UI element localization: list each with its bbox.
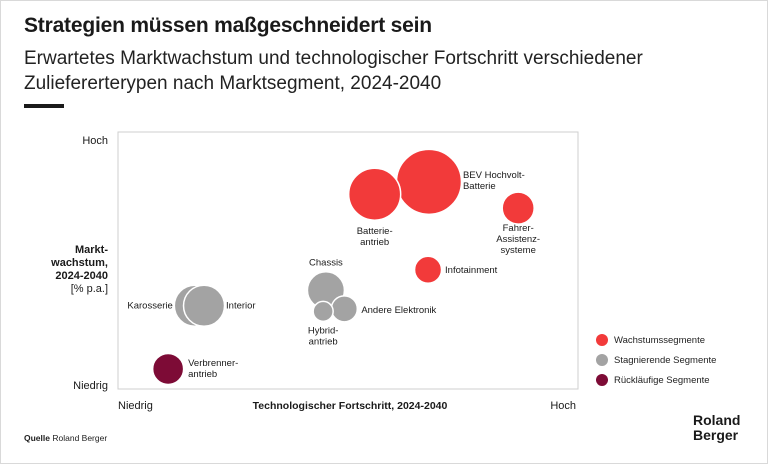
logo-line-1: Roland — [693, 412, 741, 428]
y-axis-label-line-2: wachstum, — [51, 257, 108, 269]
chart-title: Strategien müssen maßgeschneidert sein — [24, 14, 432, 37]
bubble-label-interior-1: Interior — [226, 301, 256, 312]
bubble-label-fahrer-assistenzsysteme-2: Assistenz- — [496, 234, 540, 245]
x-axis-label: Technologischer Fortschritt, 2024-2040 — [253, 400, 448, 412]
legend-swatch-stagnant — [596, 354, 608, 366]
x-tick-high: Hoch — [550, 400, 576, 412]
bubble-label-andere-elektronik-1: Andere Elektronik — [361, 305, 436, 316]
source-note: Quelle Roland Berger — [24, 433, 107, 443]
bubble-batterieantrieb — [347, 167, 402, 221]
bubble-label-infotainment-1: Infotainment — [445, 265, 498, 276]
bubble-label-verbrennerantrieb-2: antrieb — [188, 369, 217, 380]
legend-item-growth: Wachstumssegmente — [596, 330, 716, 350]
bubble-label-verbrennerantrieb-1: Verbrenner- — [188, 358, 238, 369]
bubble-infotainment — [413, 255, 443, 285]
bubble-label-batterieantrieb-1: Batterie- — [357, 226, 393, 237]
bubble-label-bev-hochvolt-batterie-2: Batterie — [463, 181, 496, 192]
y-axis-label: Markt- wachstum, 2024-2040 [% p.a.] — [10, 244, 108, 296]
roland-berger-logo: Roland Berger — [693, 413, 740, 443]
source-label: Quelle — [24, 433, 50, 443]
bubble-label-hybridantrieb-2: antrieb — [309, 336, 338, 347]
title-accent-rule — [24, 104, 64, 108]
y-axis-label-line-1: Markt- — [74, 244, 108, 256]
y-tick-high: Hoch — [82, 135, 108, 147]
bubble-interior — [182, 284, 226, 327]
bubble-hybridantrieb — [312, 300, 334, 323]
legend-item-declining: Rückläufige Segmente — [596, 370, 716, 390]
chart-subtitle: Erwartetes Marktwachstum und technologis… — [24, 48, 643, 94]
legend-item-stagnant: Stagnierende Segmente — [596, 350, 716, 370]
bubble-label-chassis-1: Chassis — [309, 257, 343, 268]
bubble-fahrer-assistenzsysteme — [501, 191, 535, 225]
bubble-label-fahrer-assistenzsysteme-3: systeme — [501, 245, 536, 256]
source-text: Roland Berger — [52, 433, 108, 443]
bubble-label-karosserie-1: Karosserie — [127, 301, 172, 312]
legend-swatch-growth — [596, 334, 608, 346]
bubble-label-bev-hochvolt-batterie-1: BEV Hochvolt- — [463, 170, 525, 181]
x-tick-low: Niedrig — [118, 400, 153, 412]
legend-label-stagnant: Stagnierende Segmente — [614, 354, 717, 366]
legend-label-declining: Rückläufige Segmente — [614, 374, 710, 386]
logo-line-2: Berger — [693, 427, 739, 443]
legend-label-growth: Wachstumssegmente — [614, 334, 705, 346]
legend-swatch-declining — [596, 374, 608, 386]
bubble-label-hybridantrieb-1: Hybrid- — [308, 325, 339, 336]
bubble-label-fahrer-assistenzsysteme-1: Fahrer- — [503, 223, 534, 234]
bubble-andere-elektronik — [330, 295, 359, 323]
bubble-verbrennerantrieb — [151, 352, 185, 386]
y-axis-label-line-3: 2024-2040 — [55, 270, 108, 282]
bubble-bev-hochvolt-batterie — [395, 148, 463, 216]
y-tick-low: Niedrig — [73, 380, 108, 392]
plot-frame — [117, 131, 579, 390]
chart-legend: Wachstumssegmente Stagnierende Segmente … — [596, 330, 716, 390]
y-axis-unit: [% p.a.] — [70, 283, 108, 295]
bubble-label-batterieantrieb-2: antrieb — [360, 237, 389, 248]
